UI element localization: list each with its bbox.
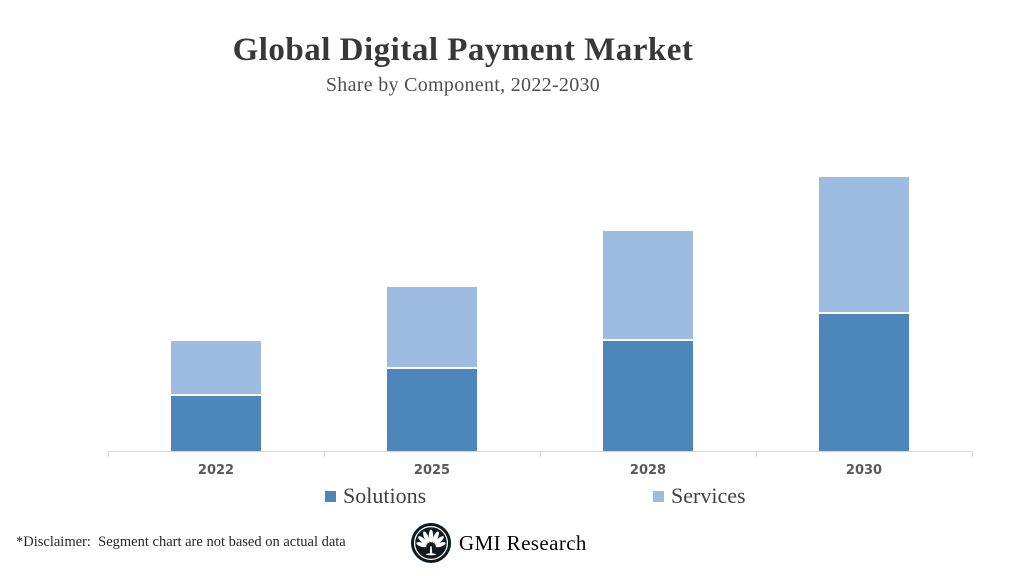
legend-item-solutions: Solutions — [325, 483, 426, 509]
bar-2022-services — [171, 341, 261, 394]
chart-subtitle: Share by Component, 2022-2030 — [325, 73, 601, 96]
gmi-logo-icon — [410, 522, 452, 564]
x-axis-tick — [972, 452, 973, 457]
chart-header: Global Digital Payment Market Share by C… — [0, 32, 926, 97]
x-axis-tick — [756, 452, 757, 457]
bar-2028-solutions — [603, 341, 693, 451]
legend-label-solutions: Solutions — [343, 483, 427, 508]
legend-swatch-services — [653, 490, 664, 502]
brand-name: GMI Research — [459, 530, 587, 555]
bar-2030-services — [819, 177, 909, 312]
chart-title: Global Digital Payment Market — [232, 32, 694, 68]
x-axis-label-2030: 2030 — [845, 463, 883, 478]
bar-2028-services — [603, 231, 693, 339]
bar-2025-services — [387, 287, 477, 367]
x-axis-label-2028: 2028 — [629, 463, 667, 478]
legend-swatch-solutions — [325, 490, 336, 502]
bar-2025-solutions — [387, 369, 477, 451]
x-axis-tick — [540, 452, 541, 457]
legend-label-services: Services — [671, 483, 746, 508]
x-axis-tick — [324, 452, 325, 457]
brand-block: GMI Research — [410, 521, 587, 565]
x-axis-line — [108, 451, 972, 452]
x-axis-label-2022: 2022 — [197, 463, 235, 478]
x-axis-label-2025: 2025 — [413, 463, 451, 478]
chart-legend: Solutions Services — [0, 483, 1024, 511]
x-axis-tick — [108, 452, 109, 457]
legend-item-services: Services — [653, 483, 746, 509]
bar-2030-solutions — [819, 314, 909, 451]
bar-2022-solutions — [171, 396, 261, 451]
disclaimer-text: *Disclaimer: Segment chart are not based… — [16, 534, 346, 550]
